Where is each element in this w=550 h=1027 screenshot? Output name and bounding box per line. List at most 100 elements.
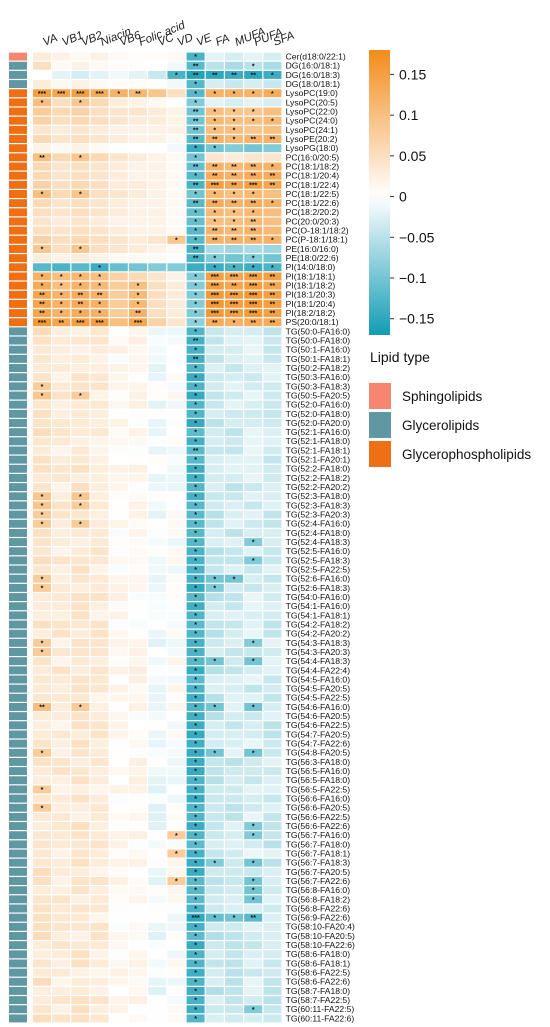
heatmap-cell <box>244 244 263 253</box>
lipid-type-cell <box>9 996 27 1005</box>
heatmap-cell <box>186 858 205 867</box>
heatmap-cell <box>148 922 167 931</box>
heatmap-cell <box>52 858 71 867</box>
heatmap-cell <box>186 52 205 61</box>
heatmap-cell <box>186 373 205 382</box>
significance-star: * <box>194 82 197 89</box>
heatmap-cell <box>129 281 147 290</box>
heatmap-cell <box>186 702 205 711</box>
heatmap-cell <box>186 556 205 565</box>
heatmap-cell <box>71 858 90 867</box>
heatmap-cell <box>52 712 71 721</box>
row-label: PC(16:0/20:5) <box>286 152 340 162</box>
heatmap-cell <box>109 519 128 528</box>
heatmap-cell <box>244 263 263 272</box>
heatmap-cell <box>167 89 186 98</box>
heatmap-cell <box>225 556 243 565</box>
heatmap-cell <box>244 464 263 473</box>
lipid-type-cell <box>9 1014 27 1023</box>
heatmap-cell <box>167 904 186 913</box>
heatmap-cell <box>263 98 282 107</box>
row-label: TG(50:1-FA16:0) <box>286 345 351 355</box>
significance-star: * <box>194 292 197 299</box>
significance-star: * <box>79 393 82 400</box>
significance-star: * <box>175 879 178 886</box>
significance-star: * <box>233 320 236 327</box>
heatmap-cell <box>90 364 109 373</box>
heatmap-cell <box>109 867 128 876</box>
heatmap-cell <box>205 794 224 803</box>
significance-star: * <box>79 705 82 712</box>
heatmap-cell <box>129 437 147 446</box>
heatmap-cell <box>71 693 90 702</box>
heatmap-cell <box>225 428 243 437</box>
heatmap-cell <box>71 602 90 611</box>
lipid-type-cell <box>9 272 27 281</box>
heatmap-cell <box>205 849 224 858</box>
heatmap-cell <box>167 235 186 244</box>
heatmap-cell <box>225 538 243 547</box>
heatmap-cell <box>109 52 128 61</box>
heatmap-cell <box>71 235 90 244</box>
heatmap-cell <box>148 730 167 739</box>
heatmap-cell <box>90 794 109 803</box>
significance-star: ** <box>270 274 276 281</box>
heatmap-cell <box>205 675 224 684</box>
significance-star: ** <box>250 72 256 79</box>
heatmap-cell <box>148 309 167 318</box>
significance-star: *** <box>211 274 219 281</box>
heatmap-cell <box>263 528 282 537</box>
heatmap-cell <box>244 473 263 482</box>
heatmap-cell <box>90 70 109 79</box>
heatmap-cell <box>225 959 243 968</box>
significance-star: * <box>271 72 274 79</box>
heatmap-cell <box>90 986 109 995</box>
heatmap-cell <box>167 400 186 409</box>
heatmap-cell <box>90 721 109 730</box>
heatmap-cell <box>263 153 282 162</box>
heatmap-cell <box>244 721 263 730</box>
heatmap-cell <box>244 70 263 79</box>
heatmap-cell <box>244 180 263 189</box>
heatmap-cell <box>167 70 186 79</box>
heatmap-cell <box>205 299 224 308</box>
heatmap-cell <box>90 895 109 904</box>
heatmap-cell <box>52 1005 71 1014</box>
heatmap-cell <box>52 913 71 922</box>
heatmap-cell <box>148 831 167 840</box>
heatmap-cell <box>167 977 186 986</box>
significance-star: * <box>194 503 197 510</box>
significance-star: * <box>252 91 255 98</box>
heatmap-cell <box>205 977 224 986</box>
heatmap-cell <box>52 629 71 638</box>
heatmap-cell <box>90 354 109 363</box>
heatmap-cell <box>244 327 263 336</box>
heatmap-cell <box>148 354 167 363</box>
row-label: TG(54:5-FA22:5) <box>286 693 351 703</box>
heatmap-cell <box>52 290 71 299</box>
significance-star: * <box>233 219 236 226</box>
heatmap-cell <box>186 199 205 208</box>
heatmap-cell <box>52 959 71 968</box>
row-label: TG(58:10-FA20:5) <box>286 931 355 941</box>
heatmap-cell <box>167 739 186 748</box>
heatmap-cell <box>225 354 243 363</box>
significance-star: ** <box>97 292 103 299</box>
heatmap-cell <box>186 794 205 803</box>
column-label: VD <box>176 32 195 49</box>
heatmap-cell <box>167 620 186 629</box>
colorbar-gradient <box>369 50 390 335</box>
heatmap-cell <box>263 437 282 446</box>
heatmap-cell <box>109 565 128 574</box>
lipid-type-cell <box>9 70 27 79</box>
row-label: TG(52:3-FA20:3) <box>286 510 351 520</box>
heatmap-cell <box>71 70 90 79</box>
heatmap-cell <box>109 61 128 70</box>
heatmap-cell <box>33 327 51 336</box>
heatmap-cell <box>52 931 71 940</box>
row-label: PC(P-18:1/18:1) <box>286 235 348 245</box>
significance-star: ** <box>193 201 199 208</box>
heatmap-cell <box>263 748 282 757</box>
heatmap-cell <box>148 812 167 821</box>
significance-star: *** <box>230 301 238 308</box>
